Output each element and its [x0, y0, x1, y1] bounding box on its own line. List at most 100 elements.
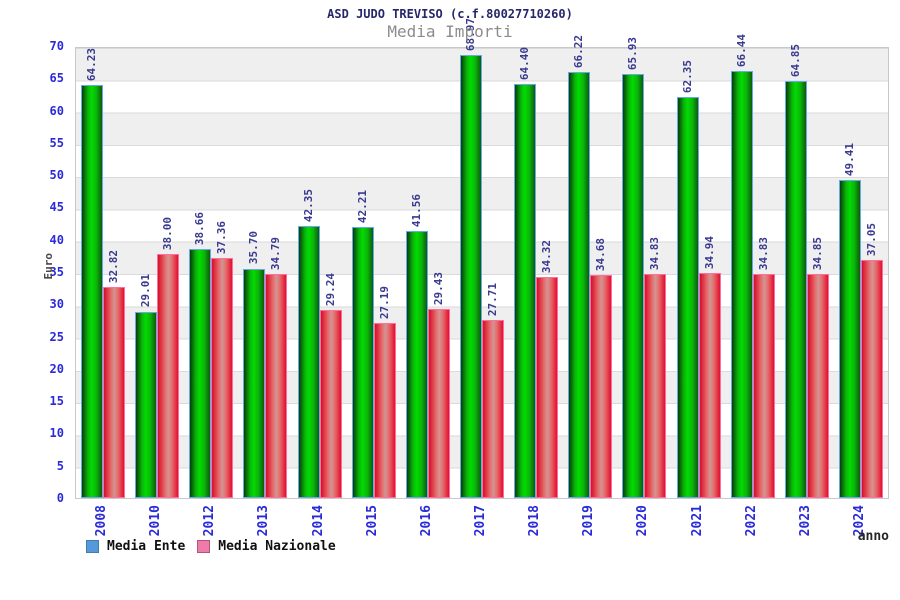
bar-slot: 34.68: [590, 48, 613, 498]
bar-group: 49.41 37.05 2024: [834, 48, 888, 536]
bar-value-label: 65.93: [626, 37, 640, 71]
media-ente-bar: [676, 97, 699, 498]
bar-value-label: 64.40: [518, 46, 532, 80]
x-tick-label: 2012: [202, 505, 218, 537]
bar-slot: 34.83: [752, 48, 775, 498]
bar-value-label: 27.71: [486, 282, 500, 316]
y-tick-label: 35: [49, 265, 64, 279]
media-nazionale-bar: [644, 274, 667, 498]
bar-value-label: 42.21: [355, 189, 369, 223]
bar-group: 35.70 34.79 2013: [238, 48, 292, 536]
y-tick-label: 20: [49, 361, 64, 376]
legend-item-media-nazionale: Media Nazionale: [197, 539, 336, 554]
bar-slot: 37.36: [211, 48, 234, 498]
bar-value-label: 34.83: [648, 236, 662, 271]
y-tick-label: 30: [49, 297, 64, 312]
bar-value-label: 37.05: [865, 222, 879, 256]
bar-value-label: 64.23: [85, 47, 99, 82]
bar-slot: 34.83: [644, 48, 667, 498]
bar-slot: 37.05: [861, 48, 884, 498]
media-nazionale-bar: [157, 253, 180, 498]
bar-group: 29.01 38.00 2010: [130, 48, 184, 536]
bar-group: 41.56 29.43 2016: [401, 48, 455, 536]
y-tick-label: 70: [49, 39, 64, 53]
bar-value-label: 32.82: [107, 249, 121, 284]
bar-value-label: 27.19: [377, 286, 391, 320]
bar-slot: 49.41: [839, 48, 862, 498]
media-ente-bar: [568, 72, 591, 498]
media-nazionale-bar: [103, 287, 126, 498]
bar-slot: 64.40: [514, 46, 537, 498]
bar-slot: 66.44: [730, 34, 753, 498]
bar-group: 66.44 34.83 2022: [726, 34, 780, 536]
x-tick-label: 2010: [148, 505, 164, 537]
bar-group: 64.85 34.85 2023: [780, 44, 834, 536]
y-tick-label: 50: [49, 168, 64, 183]
bar-value-label: 34.79: [269, 237, 283, 271]
legend-label: Media Ente: [107, 539, 186, 554]
bar-value-label: 64.85: [788, 43, 802, 78]
y-tick-label: 45: [49, 200, 64, 215]
bar-slot: 34.85: [806, 48, 829, 498]
media-ente-bar: [135, 311, 158, 498]
bar-value-label: 62.35: [680, 60, 694, 94]
plot-area: 64.23 32.82 2008 29.01 38.00 2010 38.66 37.36 20…: [75, 18, 889, 536]
x-tick-label: 2016: [418, 505, 434, 537]
bar-slot: 32.82: [103, 48, 126, 498]
media-nazionale-bar: [265, 274, 288, 498]
x-tick-label: 2018: [527, 505, 543, 537]
y-tick-label: 60: [49, 103, 64, 118]
bar-group: 62.35 34.94 2021: [672, 48, 726, 536]
legend: Media Ente Media Nazionale: [86, 539, 336, 554]
bar-group: 65.93 34.83 2020: [617, 37, 671, 536]
bar-slot: 38.66: [189, 48, 212, 498]
x-tick-label: 2023: [797, 505, 813, 537]
x-tick-label: 2013: [256, 505, 272, 537]
bar-slot: 42.35: [297, 48, 320, 498]
x-tick-label: 2014: [310, 505, 326, 537]
y-tick-label: 55: [49, 135, 64, 150]
bar-group: 68.97 27.71 2017: [455, 18, 509, 536]
media-nazionale-bar: [482, 319, 505, 498]
media-nazionale-bar: [806, 273, 829, 498]
x-tick-label: 2008: [94, 505, 110, 537]
media-ente-bar: [514, 84, 537, 498]
bar-value-label: 34.94: [702, 236, 716, 270]
bar-group: 38.66 37.36 2012: [184, 48, 238, 536]
bar-slot: 64.85: [784, 44, 807, 498]
y-axis-label: Euro: [42, 253, 55, 280]
media-nazionale-bar: [752, 274, 775, 498]
bar-value-label: 41.56: [409, 193, 423, 227]
media-nazionale-bar: [861, 259, 884, 498]
media-nazionale-bar: [698, 273, 721, 498]
media-nazionale-bar: [590, 275, 613, 498]
x-tick-label: 2022: [743, 505, 759, 537]
bar-slot: 38.00: [157, 48, 180, 498]
bar-slot: 27.71: [482, 48, 505, 498]
x-tick-label: 2021: [689, 505, 705, 537]
x-tick-label: 2020: [635, 505, 651, 537]
media-ente-bar: [839, 180, 862, 498]
bar-slot: 29.01: [135, 48, 158, 498]
media-nazionale-bar: [373, 323, 396, 498]
x-tick-label: 2017: [473, 505, 489, 537]
bar-group: 42.21 27.19 2015: [347, 48, 401, 536]
bar-value-label: 34.85: [810, 236, 824, 270]
bar-value-label: 38.00: [161, 216, 175, 250]
media-nazionale-bar: [427, 308, 450, 498]
media-nazionale-swatch-icon: [197, 540, 211, 553]
bar-groups: 64.23 32.82 2008 29.01 38.00 2010 38.66 37.36 20…: [76, 18, 888, 536]
media-ente-bar: [460, 54, 483, 498]
bar-slot: 42.21: [351, 48, 374, 498]
bar-slot: 41.56: [405, 48, 428, 498]
bar-slot: 35.70: [243, 48, 266, 498]
legend-label: Media Nazionale: [218, 539, 336, 554]
bar-slot: 64.23: [81, 47, 104, 498]
y-tick-label: 15: [49, 394, 64, 409]
media-nazionale-bar: [536, 277, 559, 498]
media-ente-bar: [351, 226, 374, 498]
bar-value-label: 37.36: [215, 220, 229, 254]
media-ente-bar: [243, 268, 266, 498]
bar-slot: 65.93: [622, 37, 645, 498]
